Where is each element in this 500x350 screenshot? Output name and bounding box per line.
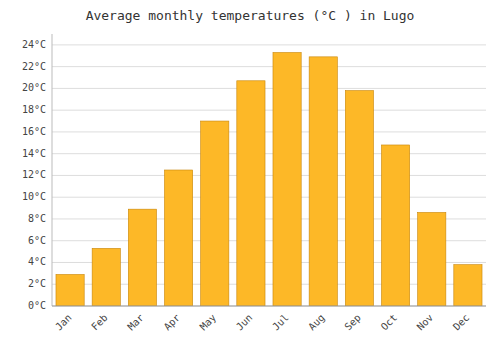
x-tick-label: Mar xyxy=(125,312,146,333)
x-tick-label: May xyxy=(198,312,219,333)
y-tick-label: 4°C xyxy=(28,256,46,267)
x-tick-label: Oct xyxy=(379,312,400,333)
grid-line xyxy=(52,131,486,132)
y-tick-label: 18°C xyxy=(22,104,46,115)
y-tick-label: 20°C xyxy=(22,82,46,93)
chart-svg: Average monthly temperatures (°C ) in Lu… xyxy=(0,0,500,350)
x-tick-label: Aug xyxy=(306,312,327,333)
bar xyxy=(237,81,265,306)
bar xyxy=(309,57,337,306)
bar xyxy=(128,209,156,306)
x-tick-label: Dec xyxy=(451,312,472,333)
bar xyxy=(345,91,373,306)
x-tick-label: Nov xyxy=(415,312,436,333)
grid-line xyxy=(52,44,486,45)
x-tick-label: Jul xyxy=(270,312,291,333)
y-tick-label: 16°C xyxy=(22,126,46,137)
y-axis-labels: 0°C 2°C 4°C 6°C 8°C 10°C 12°C 14°C 16°C 18°C 20°C 2… xyxy=(22,39,46,311)
grid-line xyxy=(52,88,486,89)
y-tick-label: 2°C xyxy=(28,278,46,289)
y-tick-label: 22°C xyxy=(22,61,46,72)
grid-line xyxy=(52,66,486,67)
y-tick-label: 10°C xyxy=(22,191,46,202)
x-tick-label: Sep xyxy=(342,312,363,333)
x-tick-label: Feb xyxy=(89,312,110,333)
y-axis-line xyxy=(52,34,53,306)
x-tick-label: Jan xyxy=(53,312,74,333)
bar xyxy=(164,170,192,306)
x-axis-line xyxy=(52,306,486,307)
y-tick-label: 8°C xyxy=(28,213,46,224)
y-tick-label: 24°C xyxy=(22,39,46,50)
x-tick-label: Apr xyxy=(162,312,183,333)
chart-container: Average monthly temperatures (°C ) in Lu… xyxy=(0,0,500,350)
grid-line xyxy=(52,153,486,154)
bar xyxy=(273,52,301,306)
grid-line xyxy=(52,197,486,198)
y-tick-label: 12°C xyxy=(22,169,46,180)
grid-line xyxy=(52,306,486,307)
bars xyxy=(56,52,482,306)
x-axis-labels: Jan Feb Mar Apr May Jun Jul Aug Sep Oct Nov Dec xyxy=(53,312,471,333)
bar xyxy=(201,121,229,306)
grid xyxy=(52,45,486,306)
chart-title: Average monthly temperatures (°C ) in Lu… xyxy=(86,8,415,23)
bar xyxy=(381,145,409,306)
bar xyxy=(56,274,84,306)
grid-line xyxy=(52,175,486,176)
x-tick-label: Jun xyxy=(234,312,255,333)
bar xyxy=(418,212,446,306)
grid-line xyxy=(52,110,486,111)
bar xyxy=(454,265,482,306)
y-tick-label: 14°C xyxy=(22,148,46,159)
y-tick-label: 6°C xyxy=(28,235,46,246)
y-tick-label: 0°C xyxy=(28,300,46,311)
bar xyxy=(92,248,120,306)
